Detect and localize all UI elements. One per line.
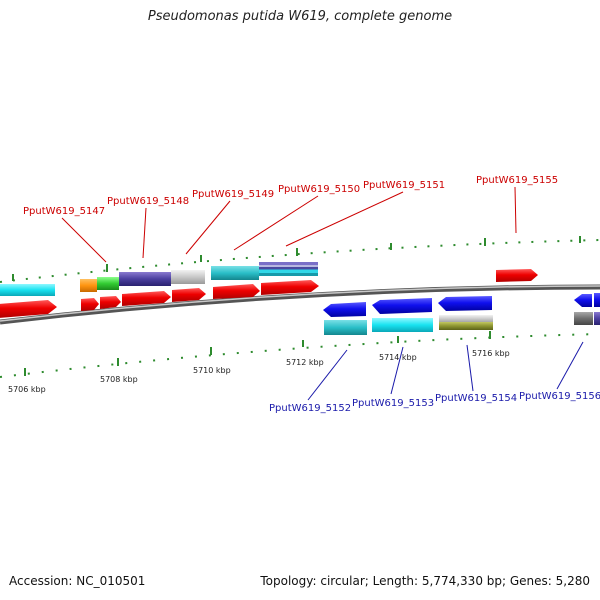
reverse-gene-labels[interactable]: PputW619_5152 PputW619_5153 PputW619_515…: [269, 391, 600, 414]
reverse-silver-box: [439, 315, 493, 323]
scale-labels: 5706 kbp 5708 kbp 5710 kbp 5712 kbp 5714…: [8, 349, 510, 394]
red-arrow-5155: [496, 269, 538, 282]
forward-red-arrows[interactable]: [0, 269, 538, 318]
reverse-cyan-box: [372, 318, 433, 332]
blue-arrow-5154: [438, 296, 492, 311]
forward-gene-labels[interactable]: PputW619_5147 PputW619_5148 PputW619_514…: [23, 175, 558, 217]
scale-label-5714: 5714 kbp: [379, 353, 417, 362]
accession-text: Accession: NC_010501: [9, 574, 146, 588]
genome-title: Pseudomonas putida W619, complete genome: [147, 9, 453, 24]
gene-label-5148: PputW619_5148: [107, 196, 189, 207]
gene-label-5150: PputW619_5150: [278, 184, 360, 195]
genome-backbone: [0, 284, 600, 325]
red-arrow-7: [261, 280, 319, 295]
inner-major-ticks: [24, 331, 491, 376]
feature-striped: [259, 262, 318, 276]
gene-label-5147: PputW619_5147: [23, 206, 105, 217]
inner-scale-arc: [0, 333, 600, 378]
gene-label-5152: PputW619_5152: [269, 403, 351, 414]
forward-upper-track[interactable]: [0, 262, 318, 296]
outer-major-ticks: [12, 236, 581, 281]
gene-label-5149: PputW619_5149: [192, 189, 274, 200]
red-arrow-5: [172, 288, 206, 302]
genome-summary-text: Topology: circular; Length: 5,774,330 bp…: [260, 574, 590, 588]
red-arrow-6: [213, 284, 260, 299]
gene-label-5156: PputW619_5156: [519, 391, 600, 402]
scale-label-5716: 5716 kbp: [472, 349, 510, 358]
feature-teal: [211, 266, 259, 280]
reverse-track[interactable]: [323, 293, 600, 335]
red-arrow-3: [100, 296, 121, 309]
scale-label-5712: 5712 kbp: [286, 358, 324, 367]
gene-label-5155: PputW619_5155: [476, 175, 558, 186]
red-arrow-4: [122, 291, 171, 306]
red-arrow-2: [81, 298, 99, 311]
blue-arrow-5153: [372, 298, 432, 314]
blue-arrow-5152: [323, 302, 366, 317]
scale-label-5708: 5708 kbp: [100, 375, 138, 384]
feature-silver: [171, 270, 205, 284]
reverse-teal-box: [324, 320, 367, 335]
feature-orange: [80, 279, 97, 292]
scale-label-5710: 5710 kbp: [193, 366, 231, 375]
blue-arrow-5156: [574, 294, 592, 307]
gene-label-5151: PputW619_5151: [363, 180, 445, 191]
gene-label-5154: PputW619_5154: [435, 393, 517, 404]
forward-leaders: [61, 186, 517, 263]
red-arrow-1: [0, 300, 57, 318]
gene-label-5153: PputW619_5153: [352, 398, 434, 409]
feature-green: [97, 277, 119, 290]
reverse-gray-box: [574, 312, 593, 325]
reverse-leaders: [307, 341, 584, 401]
reverse-olive-box: [439, 322, 493, 330]
feature-cyan-left: [0, 284, 55, 296]
scale-label-5706: 5706 kbp: [8, 385, 46, 394]
feature-purple: [119, 272, 171, 286]
